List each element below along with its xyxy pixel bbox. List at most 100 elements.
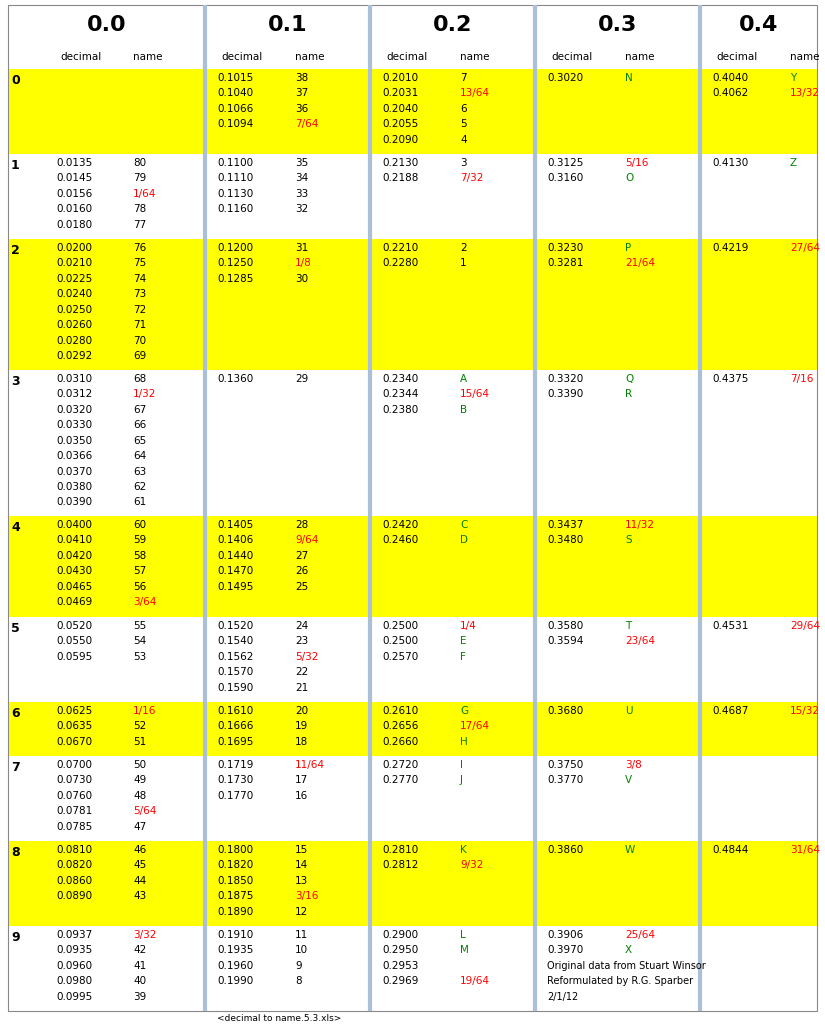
Bar	[8, 756, 817, 841]
Text: 0.1730: 0.1730	[217, 775, 253, 785]
Text: 6: 6	[460, 103, 467, 114]
Text: 0.0240: 0.0240	[56, 289, 92, 299]
Text: 54: 54	[133, 637, 146, 646]
Text: 0.1890: 0.1890	[217, 906, 253, 916]
Text: 0.2950: 0.2950	[382, 945, 418, 955]
Text: 8: 8	[295, 976, 302, 986]
Text: 53: 53	[133, 652, 146, 662]
Text: 19: 19	[295, 722, 309, 731]
Text: 0.0310: 0.0310	[56, 374, 92, 384]
Text: 23: 23	[295, 637, 309, 646]
Text: 0.3680: 0.3680	[547, 706, 583, 716]
Text: 0.2500: 0.2500	[382, 637, 418, 646]
Text: 0.1360: 0.1360	[217, 374, 253, 384]
Text: 0.1040: 0.1040	[217, 88, 253, 98]
Text: 0.2720: 0.2720	[382, 760, 418, 770]
Text: 22: 22	[295, 668, 309, 677]
Text: 0.1200: 0.1200	[217, 243, 253, 253]
Text: name: name	[790, 52, 820, 62]
Text: 0.2055: 0.2055	[382, 119, 418, 129]
Text: 0.3580: 0.3580	[547, 621, 583, 631]
Text: 0.0370: 0.0370	[56, 467, 92, 476]
Text: 0.3020: 0.3020	[547, 73, 583, 83]
Text: 7: 7	[460, 73, 467, 83]
Text: 0.2210: 0.2210	[382, 243, 418, 253]
Text: 0.3480: 0.3480	[547, 536, 583, 546]
Text: 9/32: 9/32	[460, 860, 483, 870]
Text: 12: 12	[295, 906, 309, 916]
Text: Reformulated by R.G. Sparber: Reformulated by R.G. Sparber	[547, 976, 693, 986]
Text: 40: 40	[133, 976, 146, 986]
Text: 21: 21	[295, 683, 309, 692]
Text: decimal: decimal	[60, 52, 101, 62]
Text: 0.4531: 0.4531	[712, 621, 748, 631]
Text: name: name	[460, 52, 490, 62]
Text: 0.0250: 0.0250	[56, 305, 92, 314]
Text: 0.2040: 0.2040	[382, 103, 418, 114]
Text: 42: 42	[133, 945, 146, 955]
Text: 0.0400: 0.0400	[56, 520, 92, 530]
Text: 31/64: 31/64	[790, 845, 820, 855]
Text: 0.1250: 0.1250	[217, 258, 253, 268]
Text: 25/64: 25/64	[625, 930, 655, 940]
Text: 7/64: 7/64	[295, 119, 318, 129]
Text: 0.0: 0.0	[87, 15, 126, 35]
Text: 62: 62	[133, 482, 146, 492]
Text: 27: 27	[295, 551, 309, 561]
Text: 0.0420: 0.0420	[56, 551, 92, 561]
Text: 0.1610: 0.1610	[217, 706, 253, 716]
Text: 3/32: 3/32	[133, 930, 157, 940]
Text: 0.4040: 0.4040	[712, 73, 748, 83]
Text: 0.0260: 0.0260	[56, 321, 92, 330]
Text: 29: 29	[295, 374, 309, 384]
Text: 61: 61	[133, 498, 146, 507]
Text: 52: 52	[133, 722, 146, 731]
Text: 0.0366: 0.0366	[56, 452, 92, 461]
Text: 45: 45	[133, 860, 146, 870]
Text: 5: 5	[11, 622, 20, 635]
Text: 77: 77	[133, 220, 146, 229]
Text: 0.2280: 0.2280	[382, 258, 418, 268]
Text: 63: 63	[133, 467, 146, 476]
Text: 50: 50	[133, 760, 146, 770]
Text: 0.2570: 0.2570	[382, 652, 418, 662]
Text: 3/64: 3/64	[133, 597, 157, 607]
Text: 34: 34	[295, 173, 309, 183]
Text: 0.0625: 0.0625	[56, 706, 92, 716]
Text: 17/64: 17/64	[460, 722, 490, 731]
Text: U: U	[625, 706, 633, 716]
Text: 0.3390: 0.3390	[547, 389, 583, 399]
Text: 0.0320: 0.0320	[56, 404, 92, 415]
Text: 73: 73	[133, 289, 146, 299]
Text: 3: 3	[460, 158, 467, 168]
Text: 9/64: 9/64	[295, 536, 318, 546]
Text: 0.2770: 0.2770	[382, 775, 418, 785]
Text: 15/32: 15/32	[790, 706, 820, 716]
Text: 0.0760: 0.0760	[56, 791, 92, 801]
Text: 0.0380: 0.0380	[56, 482, 92, 492]
Text: 0.1935: 0.1935	[217, 945, 253, 955]
Text: 0.0210: 0.0210	[56, 258, 92, 268]
Text: 0.0820: 0.0820	[56, 860, 92, 870]
Text: 0.1820: 0.1820	[217, 860, 253, 870]
Text: 0.0390: 0.0390	[56, 498, 92, 507]
Text: T: T	[625, 621, 631, 631]
Text: 14: 14	[295, 860, 309, 870]
Text: H: H	[460, 737, 468, 746]
Text: 0.1990: 0.1990	[217, 976, 253, 986]
Text: 2: 2	[11, 244, 20, 257]
Text: 0.1875: 0.1875	[217, 891, 253, 901]
Text: 13: 13	[295, 876, 309, 886]
Text: 0.0410: 0.0410	[56, 536, 92, 546]
Text: 71: 71	[133, 321, 146, 330]
Text: K: K	[460, 845, 467, 855]
Text: 0.1285: 0.1285	[217, 273, 253, 284]
Text: 0.0781: 0.0781	[56, 806, 92, 816]
Text: 0.0135: 0.0135	[56, 158, 92, 168]
Text: 23/64: 23/64	[625, 637, 655, 646]
Text: 0.0156: 0.0156	[56, 188, 92, 199]
Text: 75: 75	[133, 258, 146, 268]
Text: 13/64: 13/64	[460, 88, 490, 98]
Text: <decimal to name.5.3.xls>: <decimal to name.5.3.xls>	[217, 1014, 342, 1023]
Text: 0.3770: 0.3770	[547, 775, 583, 785]
